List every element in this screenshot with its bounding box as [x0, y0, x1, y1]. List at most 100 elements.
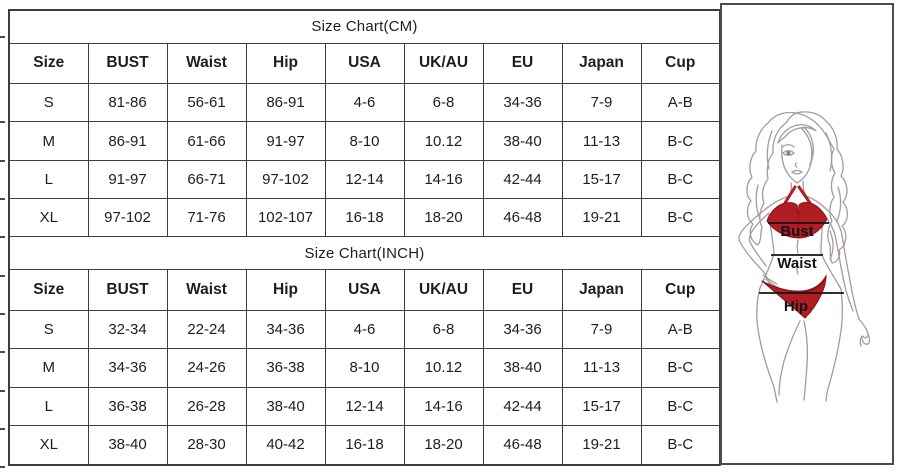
leg-inner-left	[778, 320, 801, 396]
value-cell: 18-20	[403, 198, 484, 238]
hair-strand	[755, 184, 761, 220]
column-header: Japan	[561, 269, 642, 311]
value-cell: 4-6	[324, 309, 405, 350]
column-header: Cup	[640, 269, 721, 311]
value-cell: 22-24	[166, 309, 247, 350]
edge-tick	[0, 275, 5, 277]
value-cell: 12-14	[324, 159, 405, 200]
size-chart-title: Size Chart(INCH)	[8, 236, 721, 271]
value-cell: 4-6	[324, 82, 405, 123]
column-header: Size	[8, 42, 89, 84]
column-header: USA	[324, 42, 405, 84]
size-cell: M	[8, 121, 89, 161]
bikini-strap	[797, 185, 812, 205]
bikini-waistband	[761, 276, 827, 293]
edge-tick	[0, 198, 5, 200]
value-cell: A-B	[640, 82, 721, 123]
value-cell: 38-40	[245, 386, 326, 426]
table-row: L 36-38 26-28 38-40 12-14 14-16 42-44 15-17 B-C	[8, 386, 721, 426]
bikini-strap	[783, 185, 797, 205]
value-cell: 10.12	[403, 348, 484, 388]
value-cell: 10.12	[403, 121, 484, 161]
column-header: Hip	[245, 269, 326, 311]
column-header: Cup	[640, 42, 721, 84]
eye	[782, 150, 795, 156]
table-row: XL 97-102 71-76 102-107 16-18 18-20 46-48 19-21…	[8, 198, 721, 238]
value-cell: B-C	[640, 348, 721, 388]
edge-tick	[0, 466, 5, 468]
edge-tick	[0, 313, 5, 315]
value-cell: 46-48	[482, 198, 563, 238]
hair-strand	[825, 132, 833, 172]
value-cell: 66-71	[166, 159, 247, 200]
value-cell: 28-30	[166, 424, 247, 466]
size-cell: XL	[8, 198, 89, 238]
value-cell: 14-16	[403, 386, 484, 426]
value-cell: 14-16	[403, 159, 484, 200]
value-cell: 36-38	[87, 386, 168, 426]
column-header: Hip	[245, 42, 326, 84]
value-cell: 8-10	[324, 348, 405, 388]
column-header: Japan	[561, 42, 642, 84]
column-header: BUST	[87, 42, 168, 84]
face-outline	[781, 142, 813, 184]
shoulder-line	[805, 195, 826, 209]
torso-side	[759, 214, 775, 289]
column-header: EU	[482, 42, 563, 84]
woman-figure-illustration: Bust Waist Hip	[738, 111, 871, 403]
size-cell: S	[8, 82, 89, 123]
value-cell: B-C	[640, 424, 721, 466]
value-cell: 34-36	[482, 309, 563, 350]
value-cell: 7-9	[561, 309, 642, 350]
value-cell: B-C	[640, 386, 721, 426]
leg-outer-right	[825, 288, 844, 402]
edge-tick	[0, 390, 5, 392]
value-cell: 18-20	[403, 424, 484, 466]
measurement-figure-panel: Bust Waist Hip	[720, 3, 894, 465]
leg-outer-left	[756, 287, 778, 403]
value-cell: 40-42	[245, 424, 326, 466]
value-cell: 34-36	[87, 348, 168, 388]
value-cell: 46-48	[482, 424, 563, 466]
value-cell: 11-13	[561, 121, 642, 161]
bikini-bottom	[761, 274, 827, 319]
hair-strand	[766, 130, 773, 170]
column-header: Waist	[166, 42, 247, 84]
shoulder-line	[766, 195, 790, 209]
size-chart-title: Size Chart(CM)	[8, 9, 721, 44]
edge-tick	[0, 121, 5, 123]
eye-iris	[786, 151, 791, 155]
left-arm-inner	[748, 212, 770, 267]
value-cell: 97-102	[87, 198, 168, 238]
value-cell: 34-36	[482, 82, 563, 123]
bikini-top-left-cup	[766, 202, 801, 239]
value-cell: 86-91	[87, 121, 168, 161]
table-row: L 91-97 66-71 97-102 12-14 14-16 42-44 15-17 B-C	[8, 159, 721, 200]
value-cell: 61-66	[166, 121, 247, 161]
hair-swoosh	[801, 126, 815, 166]
value-cell: B-C	[640, 198, 721, 238]
value-cell: 6-8	[403, 309, 484, 350]
right-arm-outer	[824, 207, 860, 320]
midriff-line	[796, 239, 799, 254]
value-cell: 36-38	[245, 348, 326, 388]
table-row: S 32-34 22-24 34-36 4-6 6-8 34-36 7-9 A-B	[8, 309, 721, 350]
edge-tick	[0, 36, 5, 38]
value-cell: 15-17	[561, 386, 642, 426]
value-cell: 6-8	[403, 82, 484, 123]
table-row: S 81-86 56-61 86-91 4-6 6-8 34-36 7-9 A-B	[8, 82, 721, 123]
value-cell: B-C	[640, 121, 721, 161]
value-cell: 16-18	[324, 198, 405, 238]
table-row: M 34-36 24-26 36-38 8-10 10.12 38-40 11-13 B-C	[8, 348, 721, 388]
size-cell: M	[8, 348, 89, 388]
value-cell: 11-13	[561, 348, 642, 388]
leg-inner-right	[803, 320, 809, 401]
value-cell: 19-21	[561, 198, 642, 238]
size-chart-table: Size Chart(CM) Size BUST Waist Hip USA UK/AU EU…	[8, 9, 721, 466]
value-cell: A-B	[640, 309, 721, 350]
value-cell: 26-28	[166, 386, 247, 426]
value-cell: 38-40	[482, 348, 563, 388]
nose	[794, 162, 798, 168]
value-cell: 19-21	[561, 424, 642, 466]
hair-strand	[836, 186, 842, 222]
